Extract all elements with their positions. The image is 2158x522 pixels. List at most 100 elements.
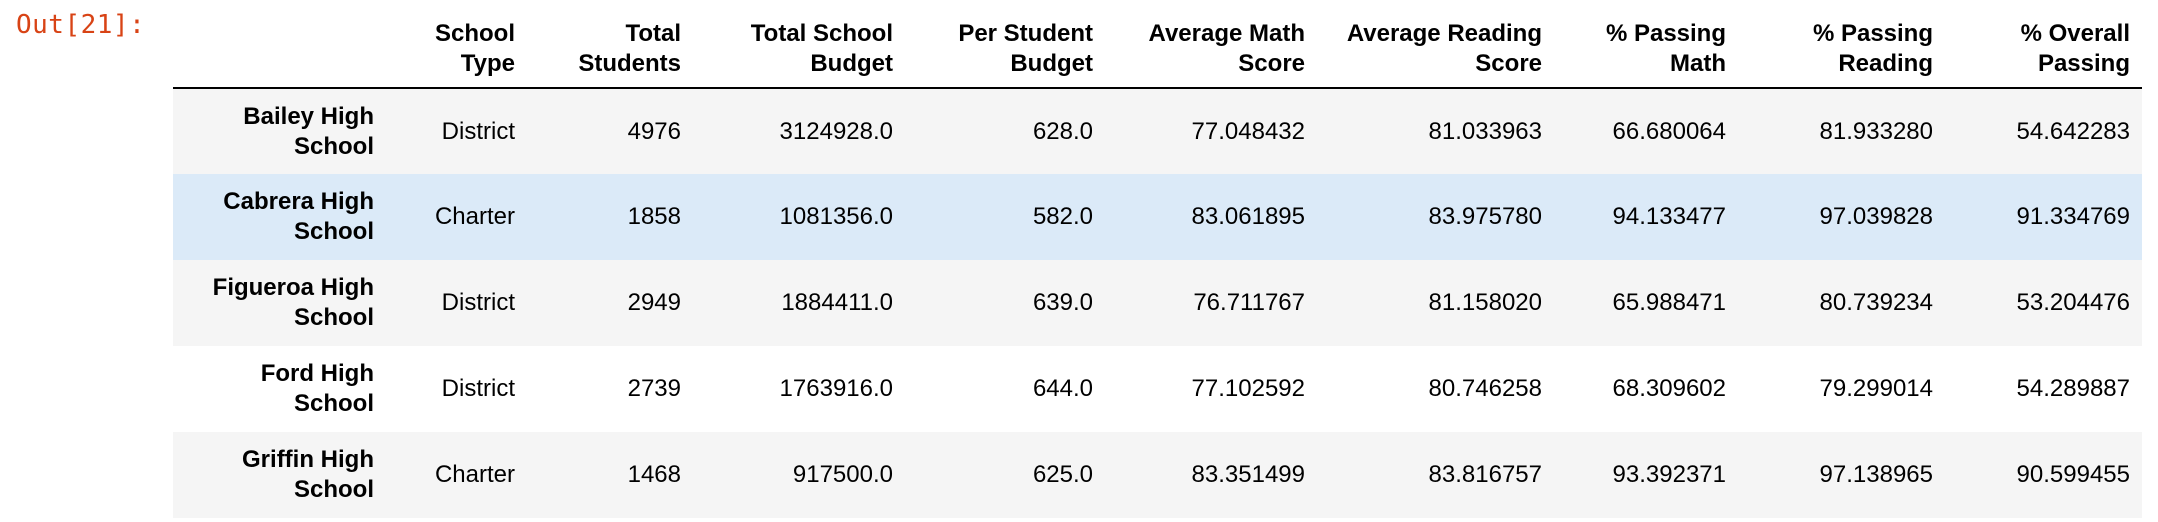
table-cell: 628.0 [1032, 117, 1093, 145]
row-index-label: Cabrera High School [173, 174, 386, 260]
table-cell: Charter [434, 461, 515, 488]
row-index-line: School [293, 476, 374, 503]
dataframe-container[interactable]: School Type Total Students Total School Budge… [173, 13, 2142, 518]
table-cell: 97.138965 [1819, 461, 1933, 488]
column-header-line: Reading [1838, 50, 1933, 77]
table-cell: 625.0 [1032, 461, 1093, 488]
column-header: % Overall Passing [1945, 13, 2142, 89]
table-cell: 54.289887 [2016, 375, 2130, 402]
row-index-label: Ford High School [173, 346, 386, 432]
row-index-line: Griffin High [242, 446, 374, 473]
column-header-line: Average Reading [1346, 20, 1542, 47]
table-cell: 83.816757 [1428, 461, 1542, 488]
table-cell: 1081356.0 [779, 203, 893, 230]
column-header-line: Per Student [958, 20, 1093, 47]
column-header-line: Budget [810, 50, 893, 77]
table-cell: 1763916.0 [779, 375, 893, 402]
column-header: Per Student Budget [905, 13, 1105, 89]
table-cell: 66.680064 [1612, 117, 1726, 145]
table-cell: 2739 [627, 375, 681, 402]
table-cell: 90.599455 [2016, 461, 2130, 488]
table-row[interactable]: Figueroa High School District 2949 1884411.0… [173, 260, 2142, 346]
table-row[interactable]: Ford High School District 2739 1763916.0 644.… [173, 346, 2142, 432]
column-header-line: Students [578, 50, 681, 77]
column-header-line: Average Math [1148, 20, 1306, 47]
table-header: School Type Total Students Total School Budge… [173, 13, 2142, 89]
table-cell: 917500.0 [792, 461, 893, 488]
table-cell: 76.711767 [1193, 289, 1305, 316]
table-cell: 91.334769 [2016, 203, 2130, 230]
table-row[interactable]: Cabrera High School Charter 1858 1081356.0 58… [173, 174, 2142, 260]
table-cell: 53.204476 [2016, 289, 2130, 316]
table-cell: 80.746258 [1428, 375, 1542, 402]
column-header: Total Students [527, 13, 693, 89]
column-header-line: Type [460, 50, 515, 77]
table-cell: 3124928.0 [779, 117, 893, 145]
table-cell: 582.0 [1032, 203, 1093, 230]
table-cell: 97.039828 [1819, 203, 1933, 230]
table-cell: 93.392371 [1612, 461, 1726, 488]
table-cell: 80.739234 [1819, 289, 1933, 316]
table-cell: 81.033963 [1428, 117, 1542, 145]
table-cell: Charter [434, 203, 515, 230]
table-cell: 1468 [627, 461, 681, 488]
row-index-line: School [293, 390, 374, 417]
table-cell: 77.102592 [1191, 375, 1305, 402]
table-cell: 1858 [627, 203, 681, 230]
column-header-line: % Passing [1605, 20, 1726, 47]
table-cell: 77.048432 [1191, 117, 1305, 145]
table-cell: 54.642283 [2016, 117, 2130, 145]
table-cell: 83.351499 [1191, 461, 1305, 488]
table-cell: 83.061895 [1191, 203, 1305, 230]
row-index-line: Bailey High [243, 102, 374, 130]
column-header-line: Budget [1010, 50, 1093, 77]
row-index-line: School [293, 218, 374, 245]
row-index-line: School [293, 132, 374, 160]
column-header-line: % Passing [1812, 20, 1933, 47]
table-body: Bailey High School District 4976 3124928.0 62… [173, 88, 2142, 518]
row-index-label: Figueroa High School [173, 260, 386, 346]
column-header: % Passing Reading [1738, 13, 1945, 89]
dataframe-table: School Type Total Students Total School Budge… [173, 13, 2142, 518]
column-header-line: Math [1670, 50, 1726, 77]
row-index-line: Figueroa High [212, 274, 374, 301]
table-cell: 4976 [627, 117, 681, 145]
column-header-line: % Overall [2020, 20, 2130, 47]
table-cell: 83.975780 [1428, 203, 1542, 230]
column-header: % Passing Math [1554, 13, 1738, 89]
table-cell: 639.0 [1032, 289, 1093, 316]
table-cell: District [441, 375, 515, 402]
table-row[interactable]: Bailey High School District 4976 3124928.0 62… [173, 88, 2142, 174]
output-prompt: Out[21]: [16, 10, 146, 40]
column-header-line: Passing [2037, 50, 2130, 77]
table-row[interactable]: Griffin High School Charter 1468 917500.0 625… [173, 432, 2142, 518]
row-index-line: Ford High [260, 360, 374, 387]
table-cell: 68.309602 [1612, 375, 1726, 402]
table-cell: 2949 [627, 289, 681, 316]
column-header-line: Total [625, 20, 681, 47]
table-cell: 644.0 [1032, 375, 1093, 402]
column-header-line: Total School [750, 20, 893, 47]
table-cell: District [441, 117, 515, 145]
header-row: School Type Total Students Total School Budge… [173, 13, 2142, 89]
table-cell: 79.299014 [1819, 375, 1933, 402]
table-cell: 81.933280 [1819, 117, 1933, 145]
table-cell: District [441, 289, 515, 316]
table-cell: 81.158020 [1428, 289, 1542, 316]
column-header: Average Math Score [1105, 13, 1317, 89]
column-header-line: Score [1475, 50, 1542, 77]
column-header: Total School Budget [693, 13, 905, 89]
row-index-label: Griffin High School [173, 432, 386, 518]
index-header [173, 13, 386, 89]
column-header: School Type [386, 13, 527, 89]
row-index-line: Cabrera High [223, 188, 374, 215]
table-cell: 1884411.0 [781, 289, 893, 316]
row-index-line: School [293, 304, 374, 331]
row-index-label: Bailey High School [173, 88, 386, 174]
column-header-line: School [434, 20, 515, 47]
column-header: Average Reading Score [1317, 13, 1554, 89]
column-header-line: Score [1238, 50, 1305, 77]
table-cell: 94.133477 [1612, 203, 1726, 230]
table-cell: 65.988471 [1612, 289, 1726, 316]
